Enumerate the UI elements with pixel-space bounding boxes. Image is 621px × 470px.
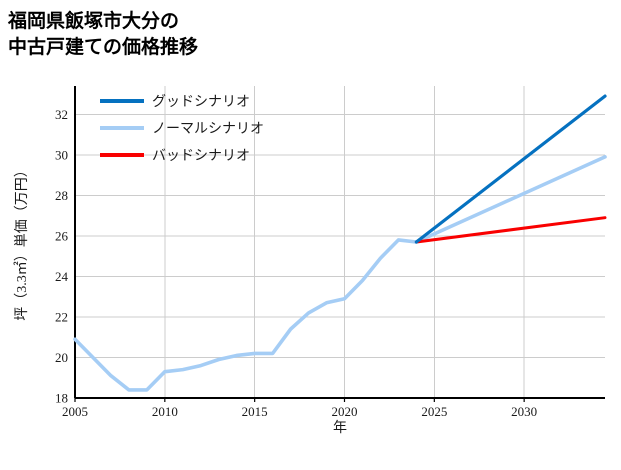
- y-axis-tick-labels: 18 20 22 24 26 28 30 32: [55, 107, 69, 406]
- y-tick-label: 18: [55, 391, 68, 406]
- chart-title-line1: 福岡県飯塚市大分の: [7, 9, 179, 32]
- chart-title-line2: 中古戸建ての価格推移: [8, 35, 198, 58]
- series-line-good: [414, 94, 607, 244]
- y-tick-label: 24: [55, 269, 69, 284]
- x-axis-tick-labels: 2005 2010 2015 2020 2025 2030: [62, 404, 537, 419]
- series-line-bad: [414, 216, 607, 244]
- legend-label: グッドシナリオ: [152, 94, 250, 110]
- y-tick-label: 28: [55, 188, 68, 203]
- y-axis-title: 坪（3.3㎡）単価（万円）: [14, 163, 30, 321]
- chart-gridlines: [74, 86, 605, 399]
- y-tick-label: 22: [55, 309, 68, 324]
- x-tick-label: 2010: [152, 404, 178, 419]
- x-tick-label: 2025: [421, 404, 447, 419]
- y-tick-label: 26: [55, 228, 69, 243]
- x-axis-title: 年: [333, 420, 347, 436]
- series-line-normal: [73, 155, 607, 392]
- chart-series-group: [73, 94, 607, 392]
- y-tick-label: 30: [55, 147, 68, 162]
- legend-label: バッドシナリオ: [152, 149, 250, 164]
- x-tick-label: 2015: [242, 404, 268, 419]
- x-tick-label: 2005: [62, 404, 88, 419]
- x-tick-label: 2020: [331, 404, 357, 419]
- x-tick-label: 2030: [511, 404, 537, 419]
- y-tick-label: 32: [55, 107, 68, 122]
- legend-label: ノーマルシナリオ: [152, 122, 264, 137]
- y-tick-label: 20: [55, 350, 68, 365]
